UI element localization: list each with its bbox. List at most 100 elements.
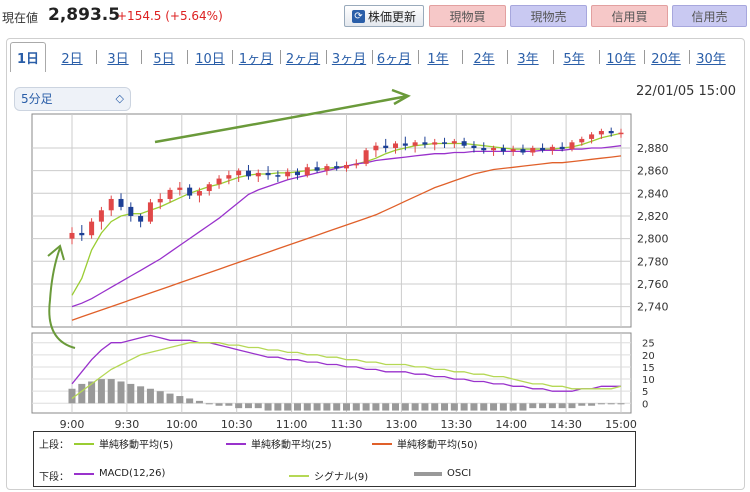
candle-body [108, 198, 114, 211]
x-tick-labels: 9:00 9:30 10:00 10:30 11:00 11:30 13:00 13:30 14… [60, 418, 637, 431]
price-header: 現在値 2,893.5 +154.5 (+5.64%) ⟳ 株価更新 現物買 現… [0, 0, 750, 34]
tab-2years[interactable]: 2年 [473, 51, 495, 67]
trend-arrow-line [154, 94, 409, 144]
osci-bar [254, 403, 262, 409]
candle-body [412, 142, 418, 146]
cash-sell-button[interactable]: 現物売 [510, 5, 587, 27]
y-tick-label: 15 [642, 363, 655, 374]
tab-5years[interactable]: 5年 [563, 51, 585, 67]
tab-separator [689, 50, 690, 64]
candle-body [275, 175, 281, 177]
osci-bar [558, 403, 566, 409]
osci-bar [568, 403, 576, 409]
candle-body [481, 147, 487, 151]
y-tick-label: 2,760 [637, 278, 669, 291]
lower-plot-frame [31, 332, 632, 414]
osci-bar [548, 403, 556, 409]
osci-bar [313, 403, 321, 411]
legend-item-macd: MACD(12,26) [74, 468, 165, 479]
candle-body [491, 147, 497, 151]
tab-10days[interactable]: 10日 [195, 51, 225, 67]
tab-6months[interactable]: 6ヶ月 [376, 51, 412, 67]
legend: 上段： 単純移動平均(5) 単純移動平均(25) 単純移動平均(50) 下段： … [33, 431, 636, 487]
tab-5days[interactable]: 5日 [153, 51, 175, 67]
y-tick-label: 2,840 [637, 187, 669, 200]
tab-separator [553, 50, 554, 64]
legend-label: 単純移動平均(25) [251, 440, 332, 451]
candle-body [324, 166, 330, 171]
chevron-updown-icon: ◇ [115, 92, 124, 105]
osci-bar [284, 403, 292, 411]
chart-timestamp: 22/01/05 15:00 [636, 84, 736, 99]
osci-bar [539, 403, 547, 409]
legend-item-ma25: 単純移動平均(25) [226, 436, 332, 451]
osci-bar [166, 393, 174, 404]
osci-bar [97, 379, 105, 404]
osci-bar [146, 388, 154, 404]
tab-30years[interactable]: 30年 [696, 51, 726, 67]
osci-bar [509, 403, 517, 411]
margin-buy-button[interactable]: 信用買 [591, 5, 668, 27]
interval-select[interactable]: 5分足 ◇ [14, 87, 131, 111]
osci-bar [597, 403, 605, 405]
osci-bar [421, 403, 429, 411]
refresh-button-label: 株価更新 [367, 9, 416, 24]
osci-bar [343, 403, 350, 411]
tab-separator [232, 50, 233, 64]
candle-body [540, 147, 546, 151]
chart-panel [6, 38, 745, 490]
legend-label: シグナル(9) [314, 472, 369, 483]
legend-lower-label: 下段： [39, 472, 69, 483]
tab-3years[interactable]: 3年 [517, 51, 539, 67]
x-tick-label: 14:00 [495, 418, 527, 431]
legend-item-osci: OSCI [414, 468, 471, 479]
tab-2months[interactable]: 2ヶ月 [285, 51, 321, 67]
candle-body [314, 167, 320, 171]
tab-2days[interactable]: 2日 [61, 51, 83, 67]
osci-bar [372, 403, 380, 411]
legend-swatch [74, 442, 94, 445]
tab-1day[interactable]: 1日 [10, 42, 46, 72]
legend-swatch [74, 472, 94, 475]
candle-body [89, 221, 95, 236]
osci-bar [205, 403, 213, 405]
osci-bar [382, 403, 390, 411]
tab-3days[interactable]: 3日 [107, 51, 129, 67]
indicator-line [71, 342, 622, 400]
osci-bar [411, 403, 419, 411]
osci-bar [88, 381, 96, 404]
candle-body [245, 170, 251, 177]
candle-body [128, 206, 134, 216]
y-tick-label: 25 [642, 339, 655, 350]
margin-sell-button[interactable]: 信用売 [672, 5, 747, 27]
tab-20years[interactable]: 20年 [651, 51, 681, 67]
tab-1month[interactable]: 1ヶ月 [238, 51, 274, 67]
legend-item-signal: シグナル(9) [289, 468, 368, 483]
osci-bar [470, 403, 478, 411]
tab-separator [372, 50, 373, 64]
tab-separator [418, 50, 419, 64]
refresh-price-button[interactable]: ⟳ 株価更新 [344, 5, 424, 27]
tab-10years[interactable]: 10年 [606, 51, 636, 67]
candle-body [549, 146, 555, 151]
price-label: 現在値 [2, 11, 39, 25]
osci-bar [215, 403, 223, 406]
candle-body [471, 145, 477, 148]
osci-bar [78, 383, 86, 404]
cash-buy-button[interactable]: 現物買 [429, 5, 506, 27]
tab-3months[interactable]: 3ヶ月 [331, 51, 367, 67]
osci-bar [499, 403, 507, 411]
tab-1year[interactable]: 1年 [427, 51, 449, 67]
y-tick-label: 20 [642, 351, 655, 362]
osci-bar [607, 403, 615, 405]
upper-y-tick-labels: 2,740 2,760 2,780 2,800 2,820 2,840 2,860 2,880 [637, 142, 669, 314]
osci-bar [441, 403, 449, 411]
x-tick-label: 11:30 [331, 418, 363, 431]
candle-body [579, 138, 585, 143]
y-tick-label: 2,880 [637, 142, 669, 155]
tab-separator [326, 50, 327, 64]
tab-separator [141, 50, 142, 64]
osci-bar [156, 391, 164, 404]
candle-body [265, 172, 271, 176]
y-tick-label: 2,820 [637, 210, 669, 223]
